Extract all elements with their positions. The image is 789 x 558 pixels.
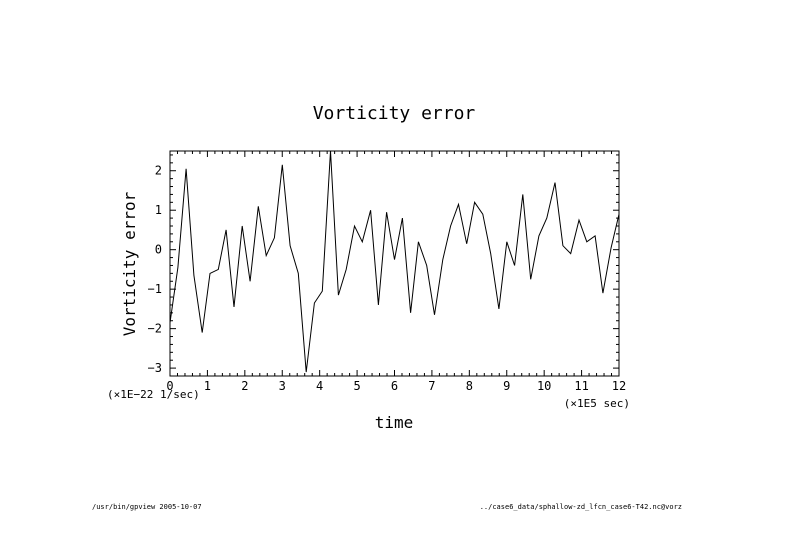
y-axis-label: Vorticity error xyxy=(120,191,139,336)
y-tick-label: 0 xyxy=(155,243,162,257)
x-tick-label: 9 xyxy=(503,379,510,393)
y-tick-label: 1 xyxy=(155,203,162,217)
x-axis-label: time xyxy=(375,413,414,432)
footer-right: ../case6_data/sphallow-zd_lfcn_case6-T42… xyxy=(480,503,682,511)
y-tick-label: 2 xyxy=(155,164,162,178)
x-tick-label: 1 xyxy=(204,379,211,393)
y-scale-label: (×1E−22 1/sec) xyxy=(107,388,200,401)
x-tick-label: 3 xyxy=(279,379,286,393)
x-tick-label: 7 xyxy=(428,379,435,393)
x-tick-label: 0 xyxy=(166,379,173,393)
y-tick-label: −1 xyxy=(148,282,162,296)
x-scale-label: (×1E5 sec) xyxy=(564,397,630,410)
chart-title: Vorticity error xyxy=(313,103,476,124)
x-tick-label: 10 xyxy=(537,379,551,393)
series-line xyxy=(169,150,620,373)
footer-left: /usr/bin/gpview 2005-10-07 xyxy=(92,503,202,511)
x-tick-label: 2 xyxy=(241,379,248,393)
axis-ticks xyxy=(169,151,620,377)
x-tick-label: 4 xyxy=(316,379,323,393)
x-tick-label: 11 xyxy=(574,379,588,393)
y-tick-label: −2 xyxy=(148,322,162,336)
x-tick-label: 5 xyxy=(353,379,360,393)
y-tick-label: −3 xyxy=(148,361,162,375)
plot-frame xyxy=(169,150,620,377)
x-tick-label: 8 xyxy=(466,379,473,393)
x-tick-label: 6 xyxy=(391,379,398,393)
x-tick-label: 12 xyxy=(612,379,626,393)
